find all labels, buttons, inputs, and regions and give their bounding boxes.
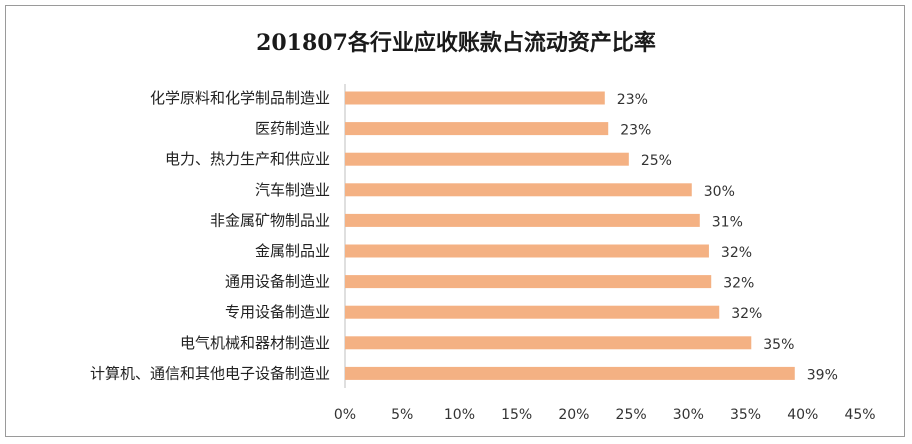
x-tick-label: 10% (444, 407, 475, 423)
bar (345, 152, 629, 166)
data-label: 32% (723, 276, 754, 292)
category-label: 通用设备制造业 (225, 273, 330, 291)
data-label: 39% (807, 367, 838, 383)
x-tick-label: 25% (616, 407, 647, 423)
bar (345, 366, 795, 380)
category-label: 专用设备制造业 (225, 303, 330, 321)
x-tick-label: 5% (391, 407, 413, 423)
category-label: 非金属矿物制品业 (210, 211, 330, 229)
data-label: 25% (641, 153, 672, 169)
data-label: 31% (712, 214, 743, 230)
category-label: 医药制造业 (255, 120, 330, 138)
x-tick-label: 30% (673, 407, 704, 423)
category-label: 金属制品业 (255, 242, 330, 260)
bar (345, 275, 712, 289)
data-label: 23% (620, 123, 651, 139)
bar (345, 91, 605, 105)
category-label: 电气机械和器材制造业 (180, 334, 330, 352)
x-tick-label: 40% (787, 407, 818, 423)
category-label: 计算机、通信和其他电子设备制造业 (90, 364, 330, 382)
data-label: 35% (763, 337, 794, 353)
bar (345, 244, 709, 258)
bar (345, 183, 692, 197)
data-label: 30% (704, 184, 735, 200)
chart-title: 201807各行业应收账款占流动资产比率 (256, 30, 656, 56)
x-tick-label: 15% (501, 407, 532, 423)
bar (345, 336, 752, 350)
x-tick-label: 45% (844, 407, 875, 423)
data-label: 23% (617, 92, 648, 108)
category-label: 化学原料和化学制品制造业 (150, 89, 330, 107)
bar (345, 213, 700, 227)
data-label: 32% (721, 245, 752, 261)
bar (345, 122, 609, 136)
category-label: 汽车制造业 (255, 181, 330, 199)
x-tick-label: 0% (334, 407, 356, 423)
x-tick-label: 35% (730, 407, 761, 423)
bar (345, 305, 720, 319)
category-label: 电力、热力生产和供应业 (165, 150, 330, 168)
x-tick-label: 20% (558, 407, 589, 423)
data-label: 32% (731, 306, 762, 322)
